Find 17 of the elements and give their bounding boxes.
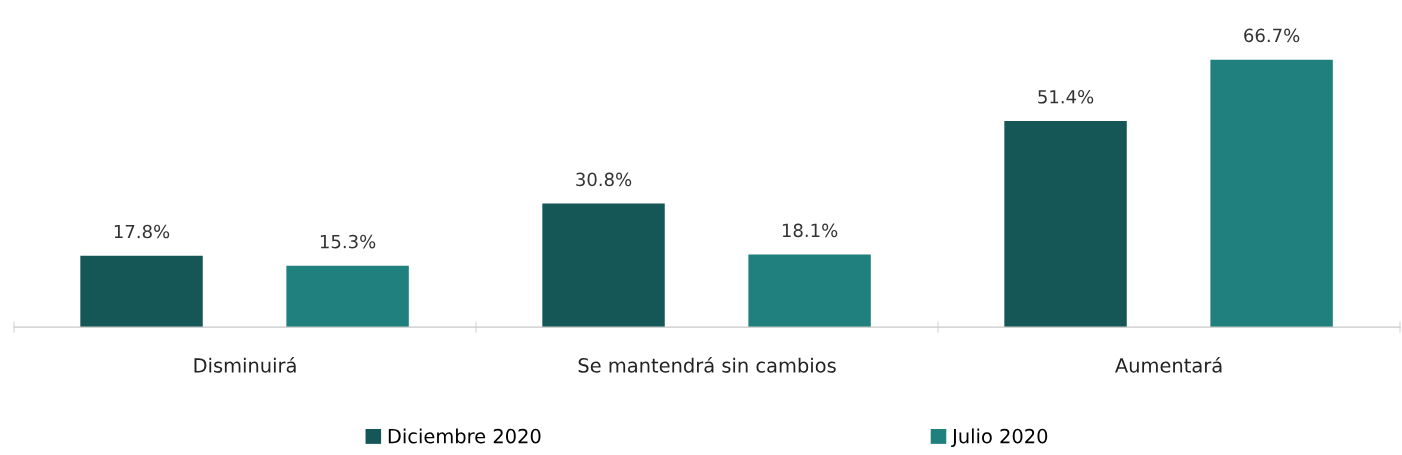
data-label: 30.8% [576, 172, 632, 187]
data-label: 18.1% [782, 223, 838, 238]
legend-label: Julio 2020 [951, 428, 1048, 448]
x-tick-label: Aumentará [1115, 356, 1222, 373]
bar [1004, 121, 1127, 328]
data-label: 66.7% [1244, 28, 1300, 43]
data-label: 17.8% [114, 224, 170, 239]
bar [748, 254, 871, 328]
bar [80, 255, 203, 328]
bar [286, 265, 409, 328]
data-label: 51.4% [1038, 89, 1094, 104]
bar [1210, 59, 1333, 328]
data-label: 15.3% [320, 234, 376, 249]
bar [542, 203, 665, 328]
x-tick-label: Disminuirá [194, 356, 296, 373]
legend-label: Diciembre 2020 [388, 428, 541, 444]
x-tick-label: Se mantendrá sin cambios [578, 356, 836, 373]
